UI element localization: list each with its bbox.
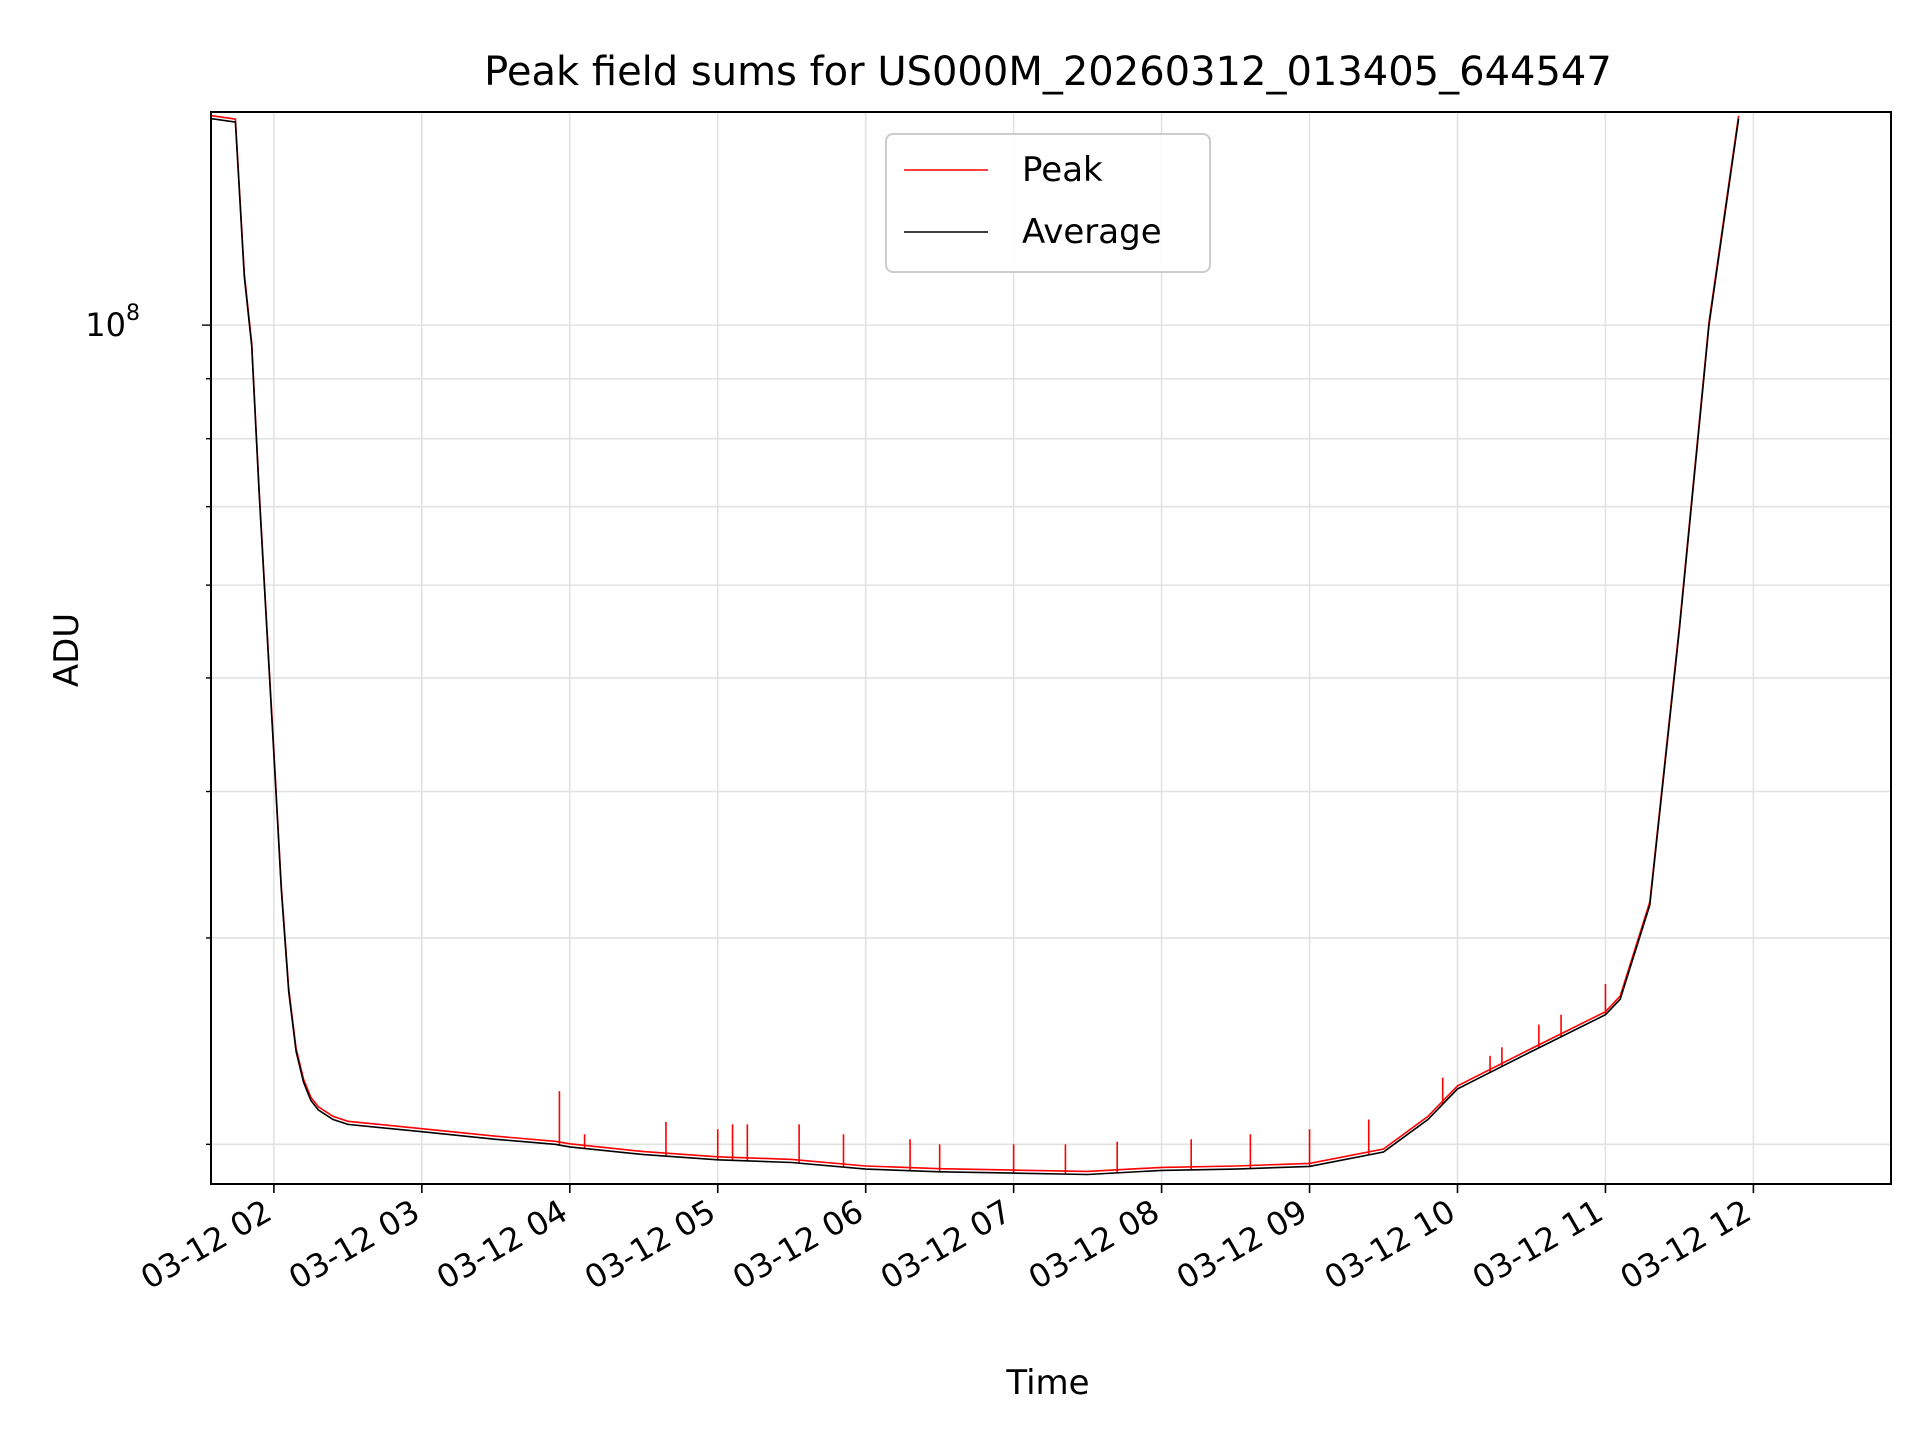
grid (211, 112, 1891, 1184)
y-tick-label-1e8: 108 (85, 301, 140, 344)
plot-area-frame (210, 111, 1892, 1185)
series-group (211, 114, 1740, 1176)
y-axis-label: ADU (47, 613, 87, 687)
legend-average-label: Average (1022, 212, 1162, 252)
legend-peak-label: Peak (1022, 150, 1103, 190)
series-average-line (211, 117, 1740, 1176)
x-axis-label: Time (1005, 1363, 1089, 1403)
series-layer (211, 114, 1740, 1176)
legend-box (885, 133, 1211, 273)
legend: Peak Average (885, 133, 1211, 273)
chart-title: Peak field sums for US000M_20260312_0134… (484, 49, 1612, 95)
